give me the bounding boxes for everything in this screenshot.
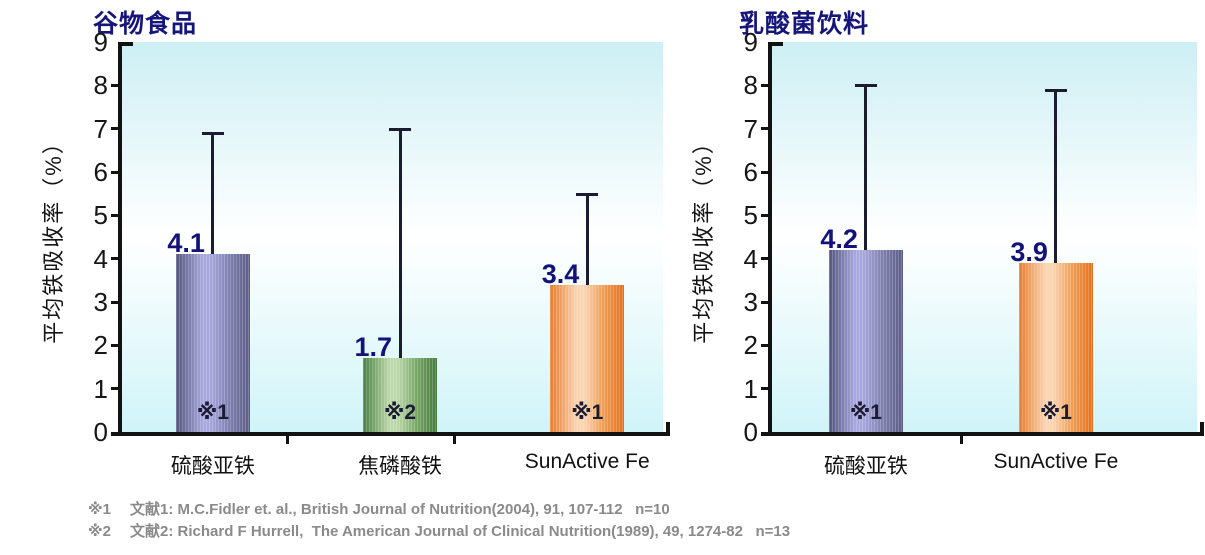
footnote-marker: ※1 — [88, 501, 111, 518]
y-tick-label: 1 — [93, 373, 108, 404]
chart-title: 谷物食品 — [93, 10, 198, 38]
y-tick-label: 5 — [743, 200, 758, 231]
x-category-label: SunActive Fe — [524, 450, 650, 473]
y-tick — [111, 387, 118, 391]
x-axis-line — [111, 432, 670, 436]
bar-footnote-ref: ※2 — [384, 401, 417, 424]
y-axis-title: 平均铁吸收率（%） — [41, 130, 66, 344]
footnote-1: ※1 文献1: M.C.Fidler et. al., British Jour… — [88, 499, 790, 521]
y-tick-label: 6 — [743, 157, 758, 187]
y-tick-label: 9 — [93, 27, 108, 57]
y-tick — [111, 343, 118, 347]
bar-footnote-ref: ※1 — [1039, 401, 1072, 424]
y-axis-title: 平均铁吸收率（%） — [691, 130, 716, 344]
footnote-text: 文献1: M.C.Fidler et. al., British Journal… — [130, 501, 670, 518]
bar-footnote-ref: ※1 — [571, 401, 604, 424]
y-tick-label: 4 — [743, 243, 758, 274]
x-category-label: SunActive Fe — [993, 450, 1119, 473]
bar-2 — [363, 358, 438, 432]
bar-value-label: 4.1 — [167, 228, 205, 259]
y-tick-label: 9 — [743, 27, 758, 57]
error-bar — [585, 193, 589, 285]
error-bar — [1054, 89, 1058, 263]
y-tick-label: 5 — [93, 200, 108, 231]
y-axis-line — [768, 42, 772, 436]
footnote-text: 文献2: Richard F Hurrell, The American Jou… — [130, 523, 791, 540]
error-bar — [864, 85, 868, 250]
bar-value-label: 3.4 — [541, 258, 580, 289]
y-tick-label: 0 — [93, 417, 108, 447]
chart-title: 乳酸菌饮料 — [739, 10, 870, 38]
x-category-label: 焦磷酸铁 — [358, 455, 443, 478]
y-axis-line — [118, 42, 122, 436]
error-bar-cap — [1044, 88, 1067, 92]
y-tick-label: 3 — [743, 287, 758, 317]
y-tick — [111, 300, 118, 304]
x-category-label: 硫酸亚铁 — [823, 455, 908, 478]
y-tick — [111, 213, 118, 217]
footnotes: ※1 文献1: M.C.Fidler et. al., British Jour… — [88, 499, 790, 543]
error-bar-cap — [389, 127, 412, 131]
error-bar-cap — [854, 84, 877, 88]
y-tick-label: 2 — [743, 330, 758, 361]
error-bar — [211, 133, 215, 255]
chart-cereal-foods: 谷物食品 平均铁吸收率（%） 0 1 2 3 4 5 6 7 8 9 4.1 ※1 硫酸亚铁 1.7 ※2 焦… — [41, 10, 670, 478]
y-tick-label: 1 — [743, 373, 758, 404]
y-tick — [111, 170, 118, 174]
bar-value-label: 4.2 — [820, 224, 858, 254]
y-tick — [111, 83, 118, 87]
y-tick — [761, 343, 768, 347]
x-axis-end-cap — [1200, 422, 1204, 436]
x-tick — [285, 436, 289, 444]
error-bar-cap — [576, 192, 599, 196]
y-axis-end-cap — [768, 42, 783, 46]
chart-lactic-acid-drink: 乳酸菌饮料 平均铁吸收率（%） 0 1 2 3 4 5 6 7 8 9 4.2 ※1 硫酸亚铁 3.9 ※1… — [691, 10, 1204, 478]
x-axis-line — [761, 432, 1204, 436]
x-category-label: 硫酸亚铁 — [170, 455, 255, 478]
y-tick-label: 7 — [743, 113, 758, 144]
bar-2 — [1018, 263, 1093, 432]
x-axis-end-cap — [666, 422, 670, 436]
y-tick-label: 4 — [93, 243, 108, 274]
y-tick-label: 8 — [93, 70, 108, 101]
footnote-2: ※2 文献2: Richard F Hurrell, The American … — [88, 521, 790, 543]
x-tick — [452, 436, 456, 444]
y-tick — [761, 387, 768, 391]
y-tick — [761, 300, 768, 304]
y-tick — [761, 127, 768, 131]
error-bar-cap — [201, 132, 224, 135]
x-tick — [960, 436, 964, 444]
y-tick-label: 6 — [93, 157, 108, 187]
y-tick — [761, 83, 768, 87]
footnote-marker: ※2 — [88, 523, 111, 540]
bar-footnote-ref: ※1 — [849, 401, 882, 424]
y-tick — [761, 213, 768, 217]
y-tick — [111, 257, 118, 261]
bar-1 — [828, 250, 903, 432]
bar-footnote-ref: ※1 — [196, 401, 229, 424]
y-tick-label: 2 — [93, 330, 108, 361]
error-bar — [398, 128, 402, 359]
y-tick-label: 7 — [93, 113, 108, 144]
y-axis-end-cap — [118, 42, 133, 46]
y-tick-label: 8 — [743, 70, 758, 101]
bar-value-label: 3.9 — [1010, 237, 1048, 267]
bar-value-label: 1.7 — [354, 332, 393, 363]
y-tick — [761, 257, 768, 261]
y-tick — [761, 170, 768, 174]
y-tick — [111, 127, 118, 131]
bar-3 — [550, 284, 625, 432]
y-tick-label: 3 — [93, 287, 108, 317]
y-tick-label: 0 — [743, 417, 758, 447]
bar-1 — [175, 254, 250, 432]
